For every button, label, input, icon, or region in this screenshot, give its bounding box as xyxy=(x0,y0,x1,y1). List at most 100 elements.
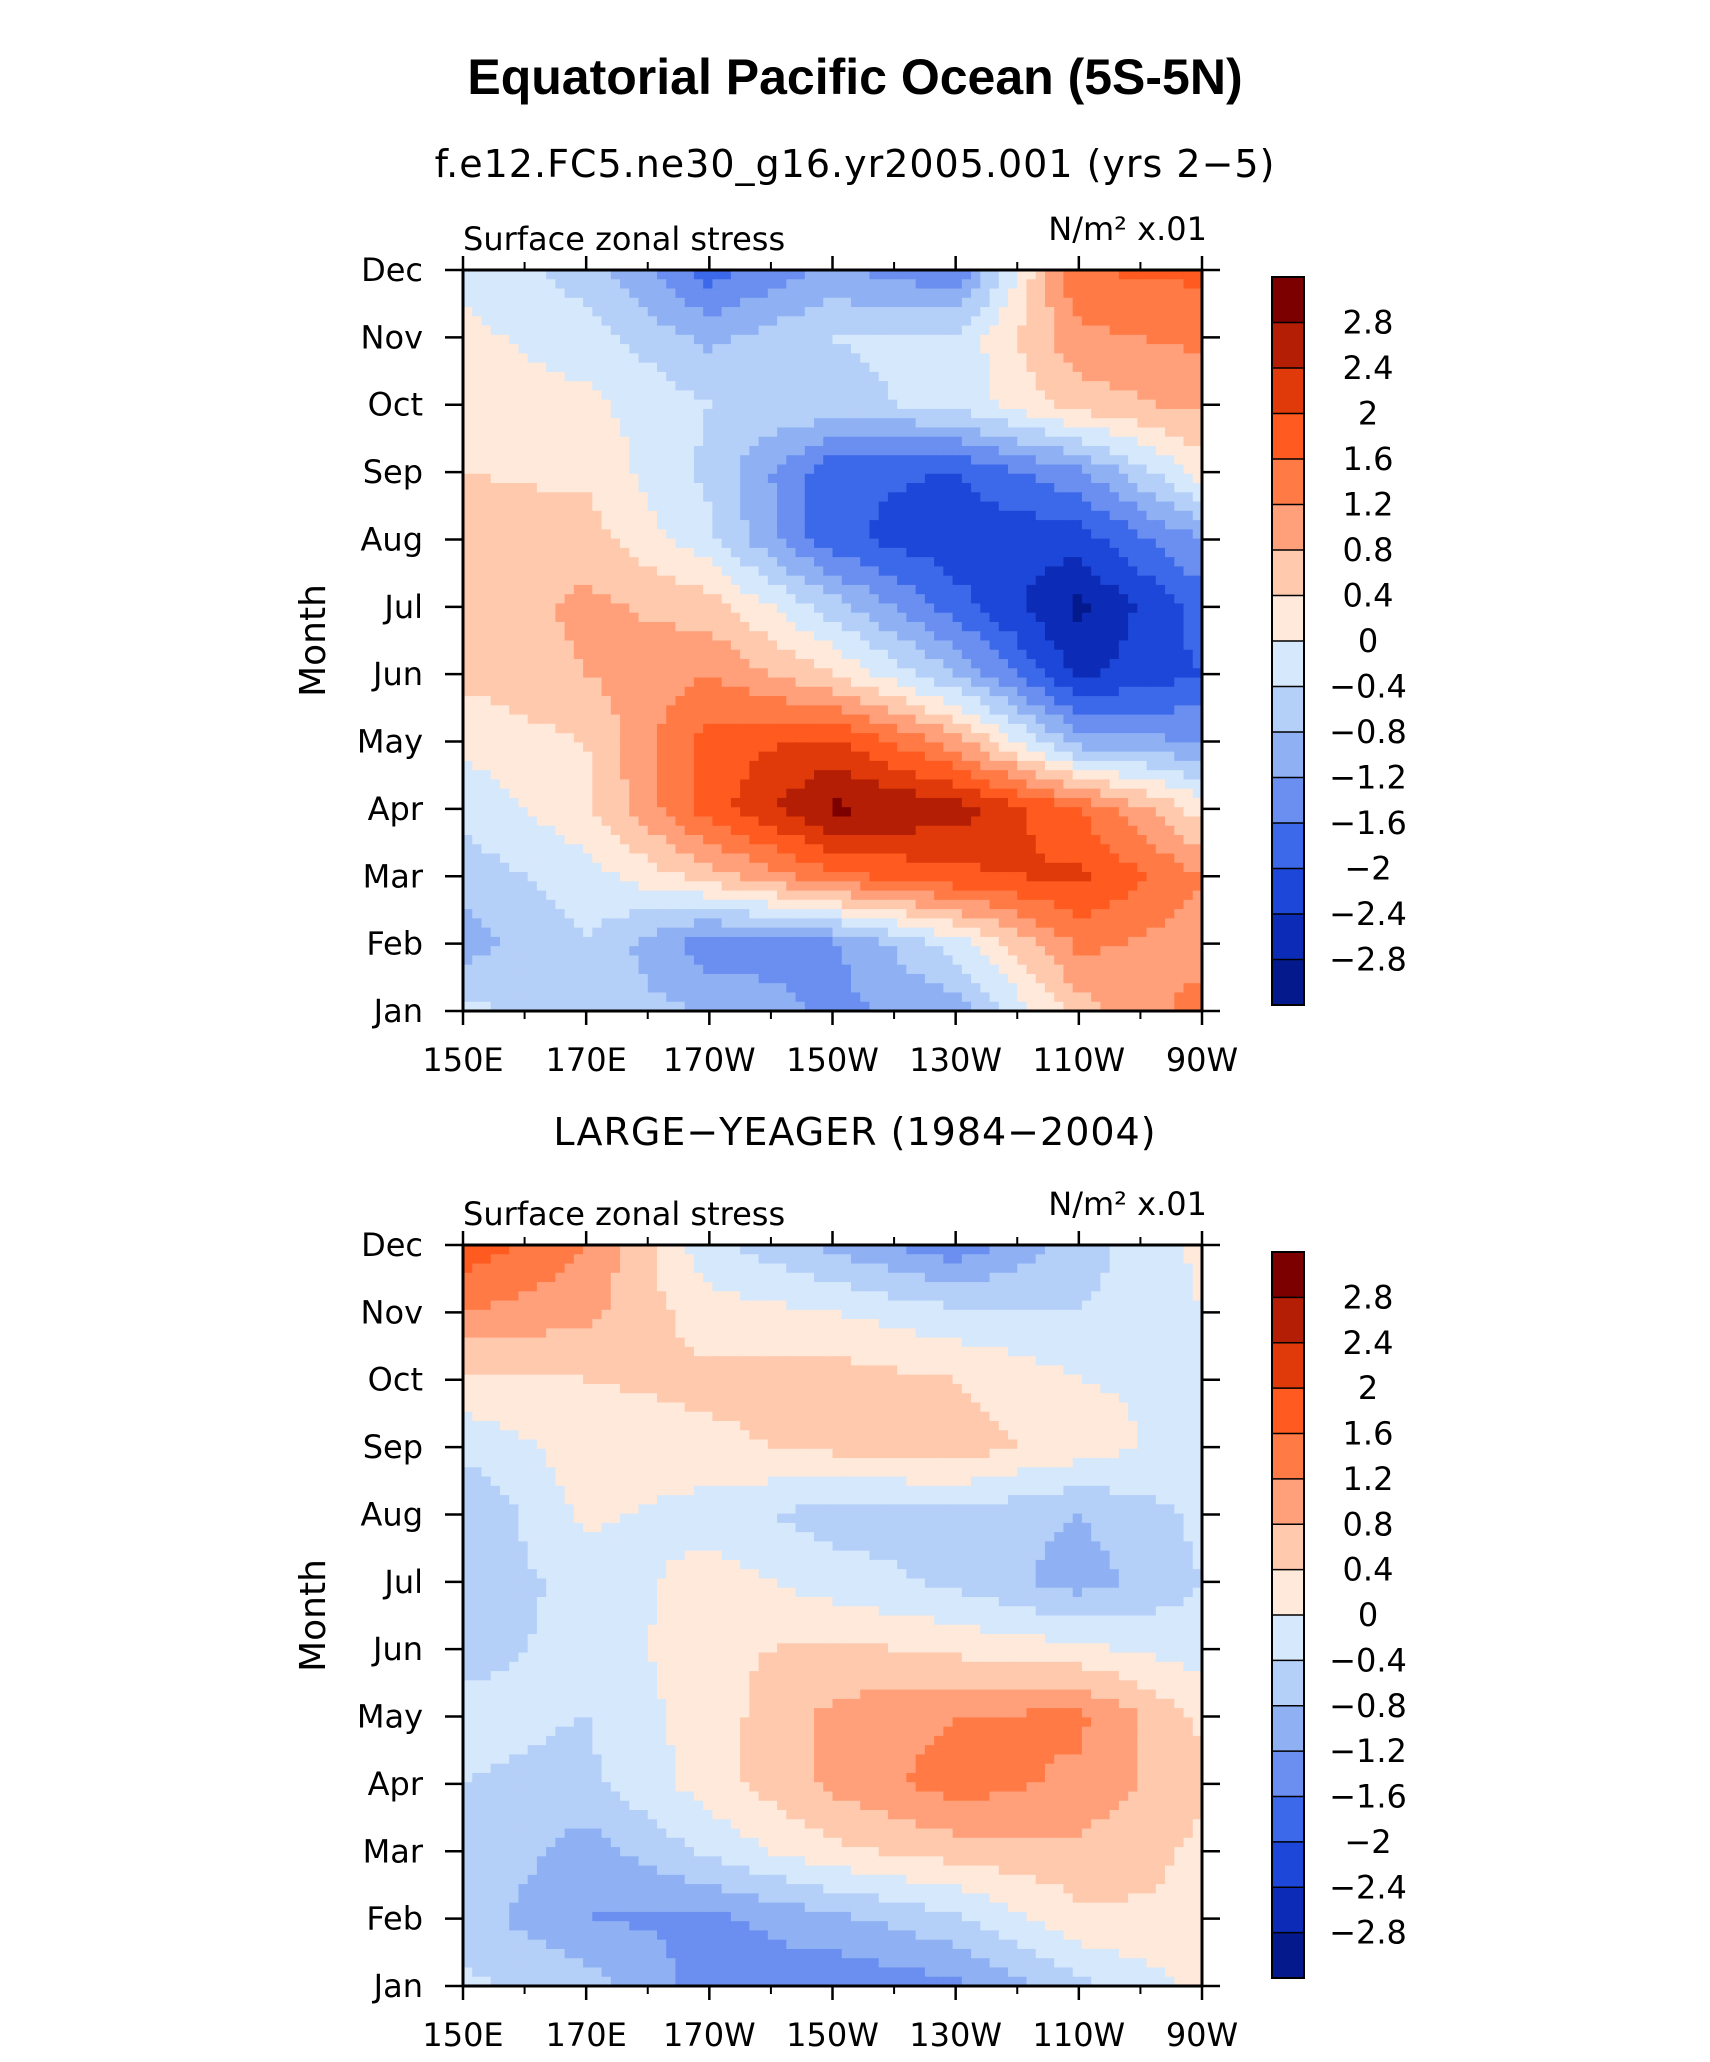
contour-cell xyxy=(832,603,843,614)
contour-cell xyxy=(536,371,547,382)
contour-cell xyxy=(804,760,815,771)
contour-cell xyxy=(1091,510,1101,521)
contour-cell xyxy=(1072,742,1083,753)
contour-cell xyxy=(1008,510,1018,521)
contour-cell xyxy=(777,316,787,327)
contour-cell xyxy=(610,353,621,364)
contour-cell xyxy=(730,612,741,623)
contour-cell xyxy=(472,362,483,373)
contour-cell xyxy=(1118,788,1129,799)
contour-cell xyxy=(906,807,917,818)
contour-cell xyxy=(804,390,815,401)
contour-cell xyxy=(1174,510,1185,521)
contour-cell xyxy=(749,288,760,299)
contour-cell xyxy=(527,751,538,762)
contour-cell xyxy=(546,362,556,373)
contour-cell xyxy=(1044,640,1055,651)
contour-cell xyxy=(472,612,483,623)
contour-cell xyxy=(1155,770,1166,781)
contour-cell xyxy=(1165,473,1175,484)
contour-cell xyxy=(1035,816,1046,827)
contour-cell xyxy=(1072,640,1083,651)
contour-cell xyxy=(1091,473,1101,484)
contour-cell xyxy=(703,659,714,669)
contour-cell xyxy=(1118,529,1129,540)
contour-cell xyxy=(878,362,889,373)
contour-cell xyxy=(730,510,741,521)
contour-cell xyxy=(675,307,686,317)
contour-cell xyxy=(518,464,529,475)
contour-cell xyxy=(481,621,492,632)
contour-cell xyxy=(712,844,723,855)
contour-cell xyxy=(601,668,612,679)
contour-cell xyxy=(777,797,787,808)
contour-cell xyxy=(758,797,769,808)
contour-cell xyxy=(564,631,575,642)
contour-cell xyxy=(666,353,677,364)
contour-cell xyxy=(546,529,556,540)
contour-cell xyxy=(998,538,1009,549)
contour-cell xyxy=(915,371,926,382)
contour-cell xyxy=(786,510,797,521)
contour-cell xyxy=(934,825,944,836)
contour-cell xyxy=(1183,464,1194,475)
contour-cell xyxy=(1081,797,1092,808)
contour-cell xyxy=(804,696,815,706)
contour-cell xyxy=(666,714,677,725)
contour-cell xyxy=(823,594,834,605)
contour-cell xyxy=(472,520,483,530)
contour-cell xyxy=(1026,659,1037,669)
contour-cell xyxy=(1100,520,1111,530)
contour-cell xyxy=(943,492,954,503)
contour-cell xyxy=(527,307,538,317)
contour-cell xyxy=(601,677,612,688)
contour-cell xyxy=(860,742,871,753)
contour-cell xyxy=(980,529,991,540)
contour-cell xyxy=(721,344,732,354)
contour-cell xyxy=(675,325,686,336)
contour-cell xyxy=(971,473,981,484)
contour-cell xyxy=(1183,714,1194,725)
contour-cell xyxy=(869,455,880,466)
contour-cell xyxy=(832,427,843,438)
contour-cell xyxy=(1054,288,1065,299)
contour-cell xyxy=(1044,575,1055,586)
contour-cell xyxy=(1044,371,1055,382)
contour-cell xyxy=(1072,297,1083,308)
contour-cell xyxy=(509,557,520,567)
contour-cell xyxy=(758,788,769,799)
contour-cell xyxy=(647,677,658,688)
contour-cell xyxy=(666,770,677,781)
contour-cell xyxy=(758,733,769,743)
contour-cell xyxy=(823,492,834,503)
contour-cell xyxy=(860,677,871,688)
contour-cell xyxy=(1109,788,1120,799)
contour-cell xyxy=(952,316,963,327)
contour-cell xyxy=(1035,464,1046,475)
contour-cell xyxy=(518,640,529,651)
contour-cell xyxy=(675,483,686,493)
contour-cell xyxy=(601,631,612,642)
contour-cell xyxy=(573,288,584,299)
contour-cell xyxy=(601,835,612,845)
contour-cell xyxy=(961,566,972,577)
contour-cell xyxy=(509,307,520,317)
contour-cell xyxy=(1044,659,1055,669)
contour-cell xyxy=(1165,788,1175,799)
contour-cell xyxy=(860,538,871,549)
contour-cell xyxy=(610,686,621,697)
contour-cell xyxy=(730,659,741,669)
contour-cell xyxy=(536,483,547,493)
contour-cell xyxy=(1128,520,1138,530)
contour-cell xyxy=(1183,408,1194,419)
contour-cell xyxy=(536,418,547,429)
contour-cell xyxy=(823,631,834,642)
contour-cell xyxy=(887,649,898,660)
contour-cell xyxy=(850,705,861,716)
contour-cell xyxy=(1008,603,1018,614)
contour-cell xyxy=(583,501,593,512)
contour-cell xyxy=(998,455,1009,466)
contour-cell xyxy=(684,835,695,845)
contour-cell xyxy=(832,418,843,429)
contour-cell xyxy=(638,584,649,595)
